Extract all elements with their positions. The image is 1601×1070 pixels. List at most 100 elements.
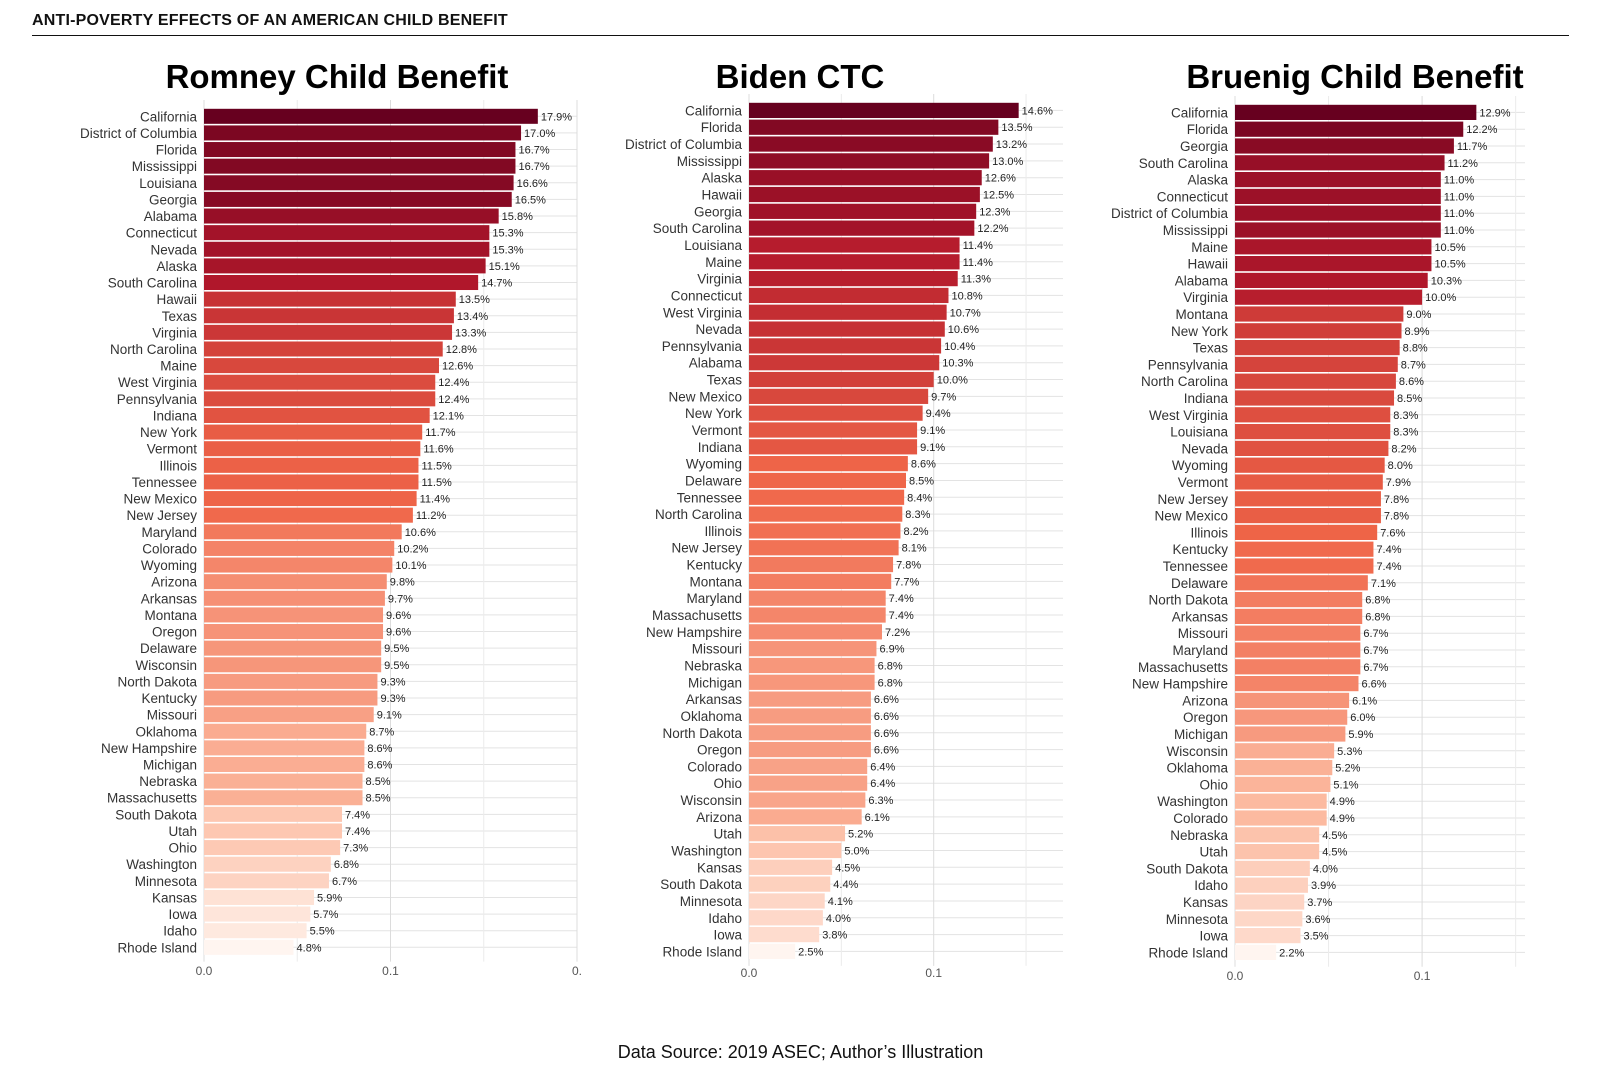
data-label: 8.9% (1405, 326, 1430, 338)
category-label: Arkansas (686, 692, 743, 707)
data-label: 10.3% (942, 358, 973, 370)
data-label: 13.5% (1001, 122, 1032, 134)
data-label: 8.0% (1388, 460, 1413, 472)
bar (1235, 911, 1303, 927)
chart-title: Romney Child Benefit (165, 58, 509, 95)
data-label: 6.4% (870, 778, 895, 790)
data-label: 12.2% (977, 223, 1008, 235)
data-label: 7.4% (345, 826, 370, 838)
data-label: 7.1% (1371, 578, 1396, 590)
bar (1235, 709, 1348, 725)
category-label: Iowa (1199, 929, 1228, 944)
category-label: Montana (689, 574, 742, 589)
category-label: Connecticut (1157, 189, 1229, 204)
bar (749, 826, 846, 842)
data-label: 10.4% (944, 341, 975, 353)
category-label: District of Columbia (1111, 206, 1229, 221)
category-label: New York (1171, 324, 1228, 339)
data-label: 8.5% (1397, 393, 1422, 405)
category-label: California (140, 109, 198, 124)
bar (204, 474, 419, 490)
bar (1235, 760, 1333, 776)
data-label: 5.3% (1337, 746, 1362, 758)
category-label: Wyoming (686, 457, 742, 472)
data-label: 6.6% (1361, 679, 1386, 691)
category-label: Louisiana (139, 176, 197, 191)
category-label: Oklahoma (680, 709, 742, 724)
data-label: 4.0% (1313, 863, 1338, 875)
data-label: 8.6% (911, 459, 936, 471)
category-label: Rhode Island (117, 940, 197, 955)
category-label: Washington (671, 843, 742, 858)
bar (749, 926, 820, 943)
data-label: 10.6% (948, 324, 979, 336)
data-label: 8.5% (366, 793, 391, 805)
category-label: Vermont (692, 423, 743, 438)
header-divider (32, 35, 1569, 36)
bar (204, 640, 382, 656)
category-label: Delaware (685, 473, 742, 488)
data-label: 8.6% (367, 743, 392, 755)
bar (749, 691, 871, 707)
data-label: 7.4% (345, 809, 370, 821)
bar (204, 690, 378, 706)
chart-panel-romney: Romney Child Benefit California 17.9% Dist… (32, 40, 582, 1030)
data-label: 12.9% (1479, 107, 1510, 119)
category-label: West Virginia (118, 375, 198, 390)
category-label: New Mexico (668, 389, 742, 404)
data-label: 2.2% (1279, 947, 1304, 959)
data-label: 6.8% (1365, 611, 1390, 623)
data-label: 8.6% (367, 759, 392, 771)
category-label: North Dakota (662, 726, 742, 741)
data-label: 9.1% (377, 710, 402, 722)
category-label: Kansas (697, 860, 742, 875)
category-label: New Mexico (1154, 509, 1228, 524)
category-label: Nebraska (1170, 828, 1228, 843)
data-label: 11.7% (425, 427, 456, 439)
data-label: 8.1% (902, 543, 927, 555)
bar (204, 923, 307, 939)
bar (1235, 155, 1445, 171)
data-label: 15.3% (492, 244, 523, 256)
category-label: Alaska (701, 171, 742, 186)
chart-panel-biden: Biden CTC California 14.6% Florida 13.5% Dis… (580, 40, 1100, 1030)
category-label: South Carolina (653, 221, 743, 236)
bar (204, 391, 436, 407)
category-label: Florida (1187, 122, 1229, 137)
data-label: 4.4% (833, 879, 858, 891)
bar (1235, 272, 1428, 288)
category-label: Vermont (1178, 475, 1229, 490)
category-label: Minnesota (135, 874, 198, 889)
data-label: 8.2% (1391, 443, 1416, 455)
category-label: Colorado (687, 759, 742, 774)
data-label: 14.7% (481, 278, 512, 290)
bar (749, 842, 842, 859)
bar (204, 291, 456, 307)
bar (204, 324, 453, 340)
category-label: Connecticut (126, 226, 198, 241)
bar (749, 321, 945, 337)
data-label: 6.4% (870, 761, 895, 773)
data-label: 10.5% (1434, 259, 1465, 271)
bar (1235, 776, 1331, 792)
data-label: 8.5% (909, 475, 934, 487)
bar (749, 371, 934, 388)
category-label: Massachusetts (652, 608, 742, 623)
bar (1235, 508, 1381, 524)
data-label: 7.6% (1380, 527, 1405, 539)
category-label: Idaho (1194, 878, 1228, 893)
category-label: South Carolina (108, 276, 198, 291)
category-label: Alabama (689, 356, 743, 371)
data-label: 16.6% (517, 178, 548, 190)
category-label: Montana (1175, 307, 1228, 322)
category-label: North Carolina (655, 507, 743, 522)
data-label: 9.0% (1406, 309, 1431, 321)
category-label: Michigan (143, 757, 197, 772)
category-label: Kentucky (1172, 542, 1228, 557)
category-label: Tennessee (677, 490, 742, 505)
bar (749, 304, 947, 320)
category-label: Mississippi (1163, 223, 1228, 238)
data-label: 6.6% (874, 711, 899, 723)
data-label: 8.2% (903, 526, 928, 538)
category-label: New Hampshire (101, 741, 197, 756)
